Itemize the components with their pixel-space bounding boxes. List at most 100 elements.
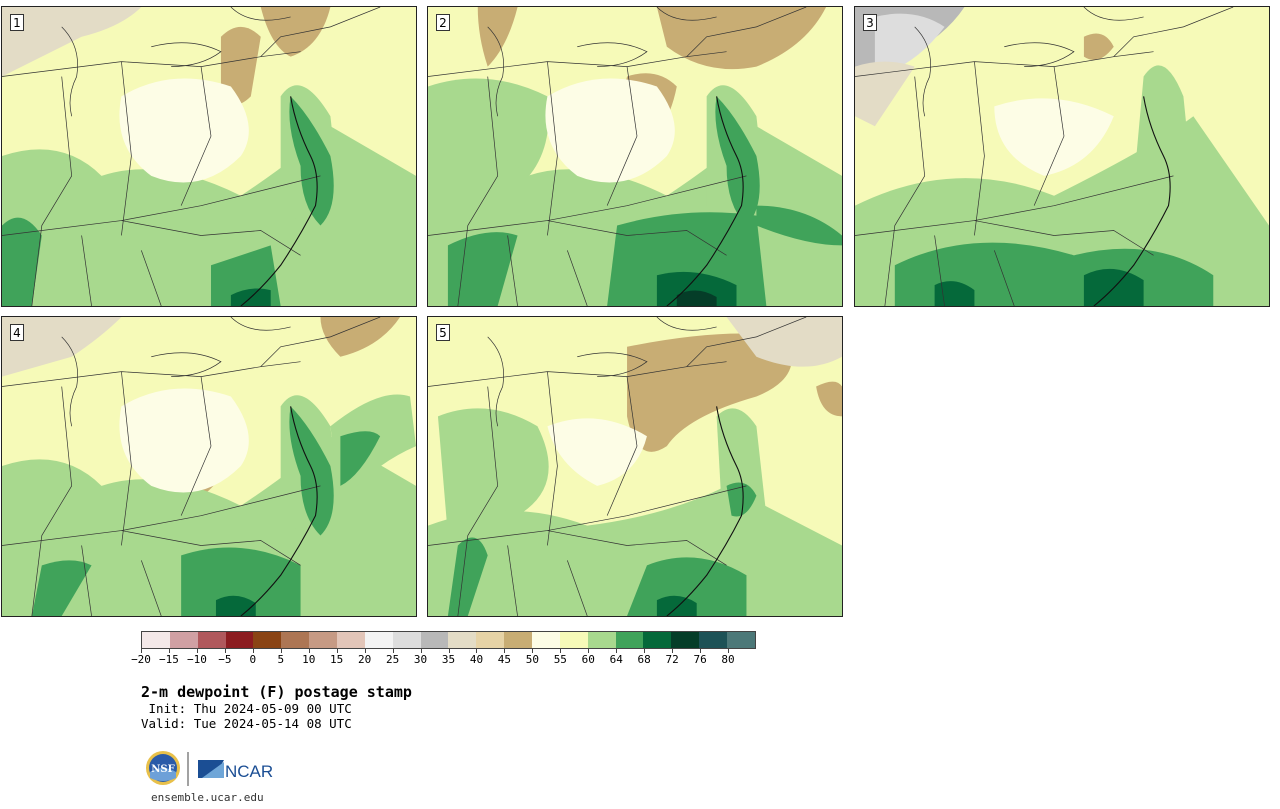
ensemble-member-map-5: 5 [427,316,843,617]
coastline [1093,96,1171,306]
state-border [201,540,301,566]
dewpoint-region [2,217,42,306]
dewpoint-region [547,418,647,486]
coastline [240,406,318,616]
colorbar-swatch [169,632,198,648]
colorbar-tick-label: 40 [469,653,484,666]
colorbar-tick-mark [196,649,198,653]
dewpoint-region [119,78,249,183]
state-border [31,76,73,306]
colorbar-tick-mark [616,649,618,653]
valid-time: Valid: Tue 2024-05-14 08 UTC [141,716,352,731]
state-border [686,7,807,57]
colorbar-tick-mark [448,649,450,653]
colorbar-swatch [448,632,477,648]
colorbar-tick-label: −15 [159,653,179,666]
coastline [666,96,744,306]
dewpoint-region [220,26,261,105]
colorbar-swatch [142,632,170,648]
state-border [1113,7,1234,57]
footer-url: ensemble.ucar.edu [151,791,264,804]
ensemble-member-map-2: 2 [427,6,843,307]
valid-label: Valid: [141,716,187,731]
state-border [547,61,558,236]
state-border [428,51,727,77]
great-lakes-outline [487,317,717,427]
colorbar-tick-mark [728,649,730,653]
state-border [934,235,945,306]
init-time: Init: Thu 2024-05-09 00 UTC [141,701,352,716]
dewpoint-region [447,537,488,616]
state-border [627,230,727,256]
dewpoint-colorbar [141,631,756,649]
state-border [855,175,1174,236]
colorbar-tick-label: −5 [218,653,232,666]
panel-number-label: 3 [863,14,877,31]
dewpoint-region [289,96,334,226]
colorbar-tick-mark [280,649,282,653]
dewpoint-map-svg [428,317,842,616]
colorbar-tick-label: 20 [358,653,372,666]
state-border [547,371,558,546]
colorbar-swatch [337,632,365,648]
state-border [31,386,73,616]
colorbar-swatch [532,632,560,648]
great-lakes-outline [61,7,291,117]
dewpoint-region [31,560,92,616]
state-border [2,361,301,387]
dewpoint-region [726,482,757,517]
state-border [507,235,518,306]
colorbar-swatch [727,632,755,648]
state-border [457,386,499,616]
ensemble-member-map-3: 3 [854,6,1270,307]
colorbar-tick-label: 35 [441,653,456,666]
state-border [81,235,92,306]
colorbar-tick-mark [532,649,534,653]
great-lakes-outline [487,7,717,117]
ncar-logo-icon: NCAR [198,760,273,781]
colorbar-swatch [643,632,672,648]
state-border [507,545,518,616]
dewpoint-region [447,232,518,306]
colorbar-tick-label: 0 [249,653,257,666]
state-border [2,51,301,77]
state-border [547,530,628,546]
dewpoint-map-svg [2,7,416,306]
colorbar-tick-label: 30 [413,653,428,666]
colorbar-tick-label: 45 [497,653,512,666]
colorbar-tick-mark [504,649,506,653]
colorbar-swatch [225,632,254,648]
state-border [121,220,202,236]
dewpoint-region [756,205,842,246]
colorbar-tick-mark [252,649,254,653]
dewpoint-region [934,281,975,306]
nsf-logo-text: NSF [151,764,174,775]
dewpoint-region [994,98,1114,176]
colorbar-swatch [197,632,226,648]
state-border [884,76,926,306]
colorbar-swatch [392,632,421,648]
state-border [140,560,162,616]
init-value: Thu 2024-05-09 00 UTC [193,701,352,716]
dewpoint-region [656,7,827,70]
colorbar-tick-label: 25 [385,653,400,666]
ensemble-member-map-4: 4 [1,316,417,617]
colorbar-tick-mark [644,649,646,653]
panel-number-label: 2 [436,14,450,31]
ncar-logo-text: NCAR [225,762,273,781]
colorbar-swatch [420,632,449,648]
dewpoint-region [1083,33,1114,60]
state-border [180,376,212,516]
colorbar-tick-label: −20 [131,653,151,666]
colorbar-swatch [671,632,700,648]
colorbar-tick-labels: −20 −15 −10 −5 0 5 10 15 20 25 30 35 40 45 50 55 60 64 68 7… [131,649,756,668]
state-border [1033,66,1065,206]
colorbar-tick-mark [560,649,562,653]
state-border [428,175,747,236]
state-border [180,66,212,206]
state-border [260,317,381,367]
dewpoint-region [181,547,301,616]
dewpoint-region [874,13,945,77]
dewpoint-region [715,96,760,226]
dewpoint-map-svg [428,7,842,306]
